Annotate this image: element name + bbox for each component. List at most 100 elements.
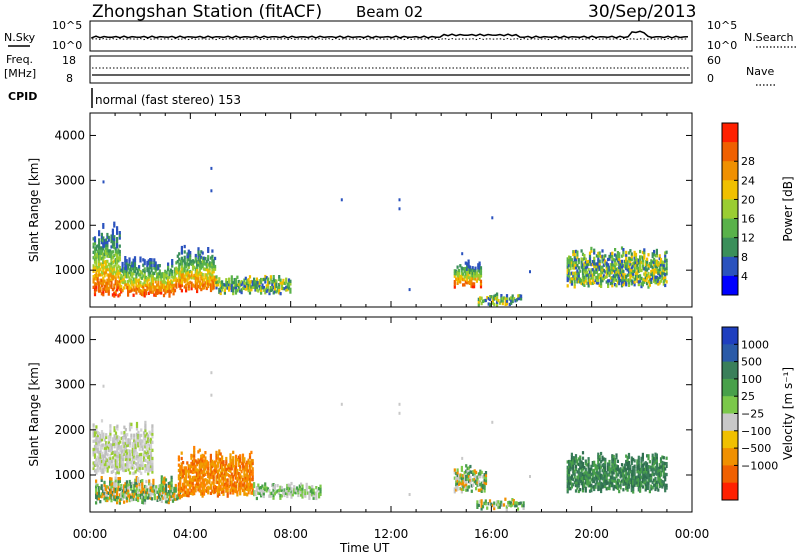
data-cell	[134, 481, 137, 485]
data-cell	[140, 433, 143, 438]
data-cell	[625, 258, 628, 263]
data-cell	[659, 271, 663, 275]
data-cell	[95, 493, 98, 497]
data-cell	[655, 262, 658, 266]
data-cell	[626, 260, 629, 264]
station-title: Zhongshan Station (fitACF)	[92, 2, 322, 22]
data-cell	[315, 486, 318, 490]
data-cell	[167, 492, 170, 497]
data-cell	[659, 257, 663, 262]
data-cell	[198, 462, 201, 466]
data-cell	[191, 275, 195, 279]
data-cell	[163, 490, 166, 494]
data-cell	[664, 489, 667, 493]
data-cell	[196, 265, 199, 269]
data-cell	[301, 492, 304, 496]
data-cell	[657, 474, 660, 479]
data-cell	[169, 484, 172, 488]
data-cell	[167, 267, 170, 272]
data-cell	[664, 472, 667, 476]
data-cell	[639, 258, 642, 262]
data-cell	[572, 260, 575, 265]
data-cell	[588, 281, 592, 285]
data-cell	[119, 445, 122, 450]
data-cell	[246, 487, 249, 491]
data-cell	[483, 299, 486, 303]
data-cell	[466, 469, 469, 473]
data-cell	[173, 494, 176, 499]
data-cell	[142, 434, 146, 438]
data-cell	[173, 267, 177, 271]
data-cell	[146, 488, 149, 492]
data-cell	[467, 485, 471, 489]
data-cell	[194, 267, 197, 271]
data-cell	[634, 258, 638, 262]
data-cell	[230, 283, 233, 287]
data-cell	[162, 491, 165, 495]
data-cell	[197, 482, 200, 486]
data-cell	[107, 486, 110, 490]
data-cell	[478, 266, 481, 271]
data-cell	[612, 457, 615, 461]
data-cell	[190, 287, 193, 291]
data-cell	[267, 277, 270, 281]
data-cell	[114, 484, 117, 488]
data-cell	[643, 470, 646, 474]
data-cell	[636, 258, 639, 262]
data-cell	[618, 489, 621, 494]
data-cell	[168, 270, 171, 274]
data-cell	[117, 435, 120, 440]
data-cell	[141, 461, 144, 465]
data-cell	[221, 477, 224, 481]
data-cell	[460, 266, 463, 270]
data-cell	[237, 463, 240, 467]
data-speck	[210, 189, 213, 193]
data-cell	[167, 481, 170, 486]
data-cell	[640, 467, 643, 471]
data-cell	[212, 471, 215, 476]
data-cell	[453, 285, 456, 289]
data-cell	[602, 258, 605, 262]
data-cell	[319, 484, 322, 488]
data-cell	[605, 476, 608, 480]
data-cell	[195, 463, 199, 467]
data-cell	[183, 469, 186, 473]
data-cell	[510, 299, 513, 303]
colorbar-tick-label: 12	[741, 232, 755, 245]
data-cell	[605, 280, 608, 284]
data-cell	[612, 277, 615, 281]
data-cell	[290, 490, 293, 494]
data-cell	[201, 453, 204, 458]
data-cell	[587, 465, 590, 469]
data-cell	[650, 473, 653, 477]
data-cell	[653, 473, 656, 477]
data-cell	[620, 270, 624, 274]
data-cell	[221, 482, 224, 486]
data-cell	[102, 260, 105, 264]
data-cell	[218, 487, 221, 491]
data-cell	[98, 243, 101, 247]
data-cell	[150, 266, 153, 270]
data-cell	[147, 262, 150, 266]
data-cell	[118, 258, 121, 262]
data-cell	[655, 483, 658, 487]
data-cell	[109, 262, 112, 267]
data-cell	[123, 487, 126, 491]
data-cell	[116, 465, 119, 469]
data-cell	[604, 471, 607, 475]
data-cell	[226, 472, 229, 477]
data-cell	[98, 440, 101, 444]
data-cell	[137, 455, 140, 459]
data-cell	[618, 281, 621, 286]
data-cell	[194, 478, 197, 482]
data-cell	[470, 284, 473, 288]
data-cell	[117, 479, 120, 484]
data-cell	[100, 462, 104, 466]
data-cell	[616, 459, 619, 463]
data-cell	[99, 436, 102, 440]
data-cell	[205, 465, 208, 469]
data-cell	[254, 280, 257, 284]
data-cell	[465, 475, 468, 479]
data-cell	[209, 261, 213, 266]
data-cell	[143, 294, 146, 298]
